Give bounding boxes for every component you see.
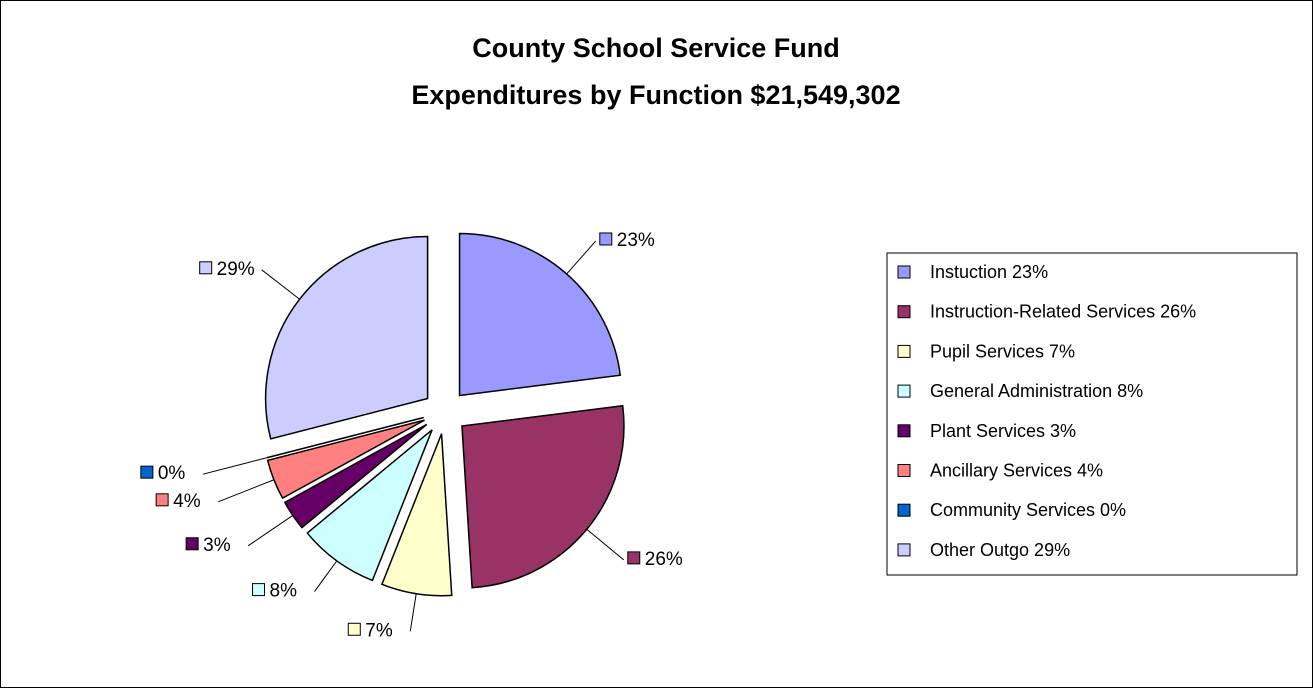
data-label-instuction: 23%: [617, 230, 655, 251]
leader-line-other-outgo: [261, 269, 300, 300]
data-labels: 23% 26% 7% 8% 3% 4% 0% 29%: [140, 230, 683, 641]
pie-slice-instuction: [458, 232, 622, 397]
pie-slice-instruction-related-services: [461, 404, 625, 589]
pie-slices: [264, 232, 625, 597]
pie-slice-other-outgo: [264, 235, 429, 440]
legend-entry-other-outgo: Other Outgo 29%: [930, 540, 1070, 560]
leader-line-plant-services: [247, 515, 294, 547]
leader-line-ancillary-services: [217, 479, 275, 503]
legend-swatch-plant-services: [897, 424, 911, 438]
data-label-swatch-plant-services: [185, 537, 199, 551]
data-label-other-outgo: 29%: [217, 259, 255, 280]
legend-entry-instruction-related-services: Instruction-Related Services 26%: [930, 302, 1196, 322]
data-label-instruction-related-services: 26%: [645, 549, 683, 570]
data-label-swatch-instruction-related-services: [627, 551, 641, 565]
leader-line-general-administration: [314, 560, 338, 592]
leader-line-pupil-services: [409, 593, 417, 632]
legend-swatch-instuction: [897, 265, 911, 279]
legend-entry-pupil-services: Pupil Services 7%: [930, 341, 1075, 361]
chart-subtitle: Expenditures by Function $21,549,302: [411, 80, 900, 110]
data-label-swatch-ancillary-services: [155, 493, 169, 507]
leader-line-instruction-related-services: [586, 528, 625, 561]
data-label-swatch-other-outgo: [199, 261, 213, 275]
data-label-community-services: 0%: [158, 463, 186, 484]
leader-line-community-services: [202, 457, 267, 475]
legend-swatch-ancillary-services: [897, 464, 911, 477]
legend-entry-community-services: Community Services 0%: [930, 500, 1126, 520]
legend-swatch-other-outgo: [897, 543, 911, 557]
data-label-ancillary-services: 4%: [173, 491, 201, 512]
pie-slice-general-administration: [306, 429, 433, 582]
legend: Instuction 23% Instruction-Related Servic…: [886, 252, 1298, 576]
data-label-plant-services: 3%: [203, 535, 231, 556]
legend-box: [886, 252, 1298, 576]
pie-slice-plant-services: [283, 423, 428, 529]
pie-slice-community-services: [266, 416, 424, 459]
legend-entry-general-administration: General Administration 8%: [930, 381, 1143, 401]
data-label-pupil-services: 7%: [365, 620, 393, 641]
legend-entry-ancillary-services: Ancillary Services 4%: [930, 461, 1103, 481]
legend-entry-plant-services: Plant Services 3%: [930, 421, 1076, 441]
legend-swatch-instruction-related-services: [897, 305, 911, 319]
data-label-swatch-general-administration: [252, 583, 266, 597]
chart-title: County School Service Fund: [472, 33, 840, 63]
data-label-general-administration: 8%: [270, 581, 298, 602]
legend-entry-instuction: Instuction 23%: [930, 262, 1048, 282]
leader-line-instuction: [566, 240, 597, 275]
legend-swatch-pupil-services: [897, 344, 911, 358]
pie-slice-pupil-services: [380, 433, 453, 597]
legend-swatch-community-services: [897, 503, 911, 517]
data-label-swatch-pupil-services: [347, 622, 361, 636]
data-label-swatch-instuction: [599, 232, 613, 246]
data-label-swatch-community-services: [140, 465, 154, 479]
legend-swatch-general-administration: [897, 384, 911, 398]
